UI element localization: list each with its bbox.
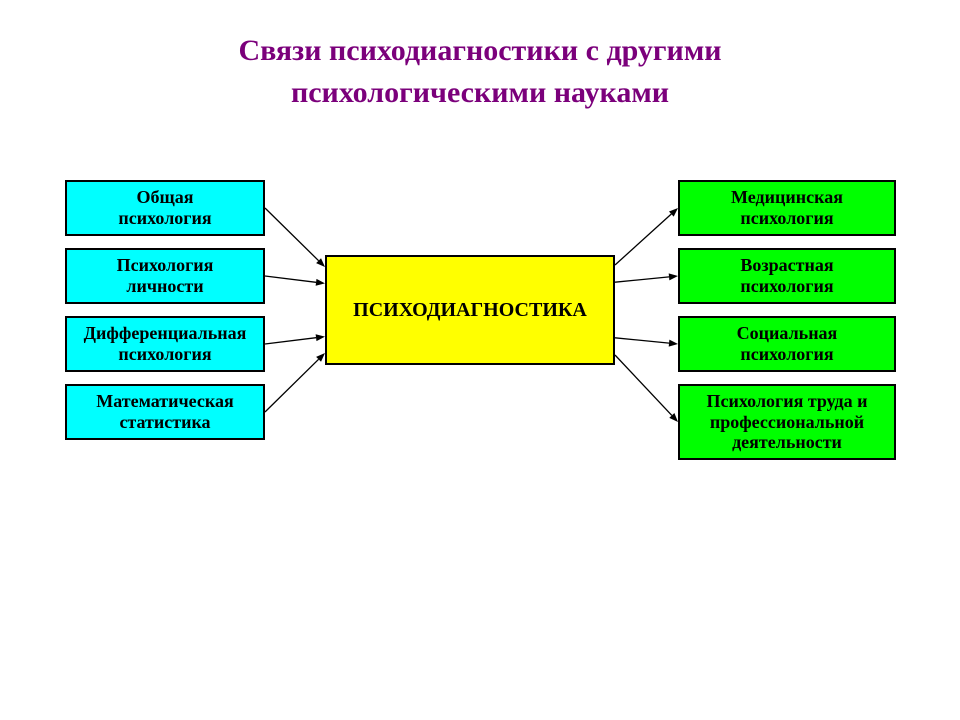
node-left-4: Математическаястатистика — [65, 384, 265, 440]
node-right-2: Возрастнаяпсихология — [678, 248, 896, 304]
node-label: ПСИХОДИАГНОСТИКА — [353, 299, 587, 322]
node-label: Возрастнаяпсихология — [740, 255, 833, 296]
node-right-1: Медицинскаяпсихология — [678, 180, 896, 236]
node-right-3: Социальнаяпсихология — [678, 316, 896, 372]
node-label: Медицинскаяпсихология — [731, 187, 843, 228]
node-label: Психологияличности — [117, 255, 214, 296]
node-label: Психология труда ипрофессиональнойдеятел… — [707, 391, 868, 453]
node-center: ПСИХОДИАГНОСТИКА — [325, 255, 615, 365]
slide-title-line1: Связи психодиагностики с другими — [0, 34, 960, 68]
node-label: Дифференциальнаяпсихология — [84, 323, 247, 364]
node-right-4: Психология труда ипрофессиональнойдеятел… — [678, 384, 896, 460]
node-label: Социальнаяпсихология — [737, 323, 838, 364]
node-left-3: Дифференциальнаяпсихология — [65, 316, 265, 372]
node-label: Общаяпсихология — [118, 187, 211, 228]
node-left-2: Психологияличности — [65, 248, 265, 304]
node-label: Математическаястатистика — [96, 391, 233, 432]
slide-title-line2: психологическими науками — [0, 76, 960, 110]
node-left-1: Общаяпсихология — [65, 180, 265, 236]
slide: Связи психодиагностики с другими психоло… — [0, 0, 960, 720]
